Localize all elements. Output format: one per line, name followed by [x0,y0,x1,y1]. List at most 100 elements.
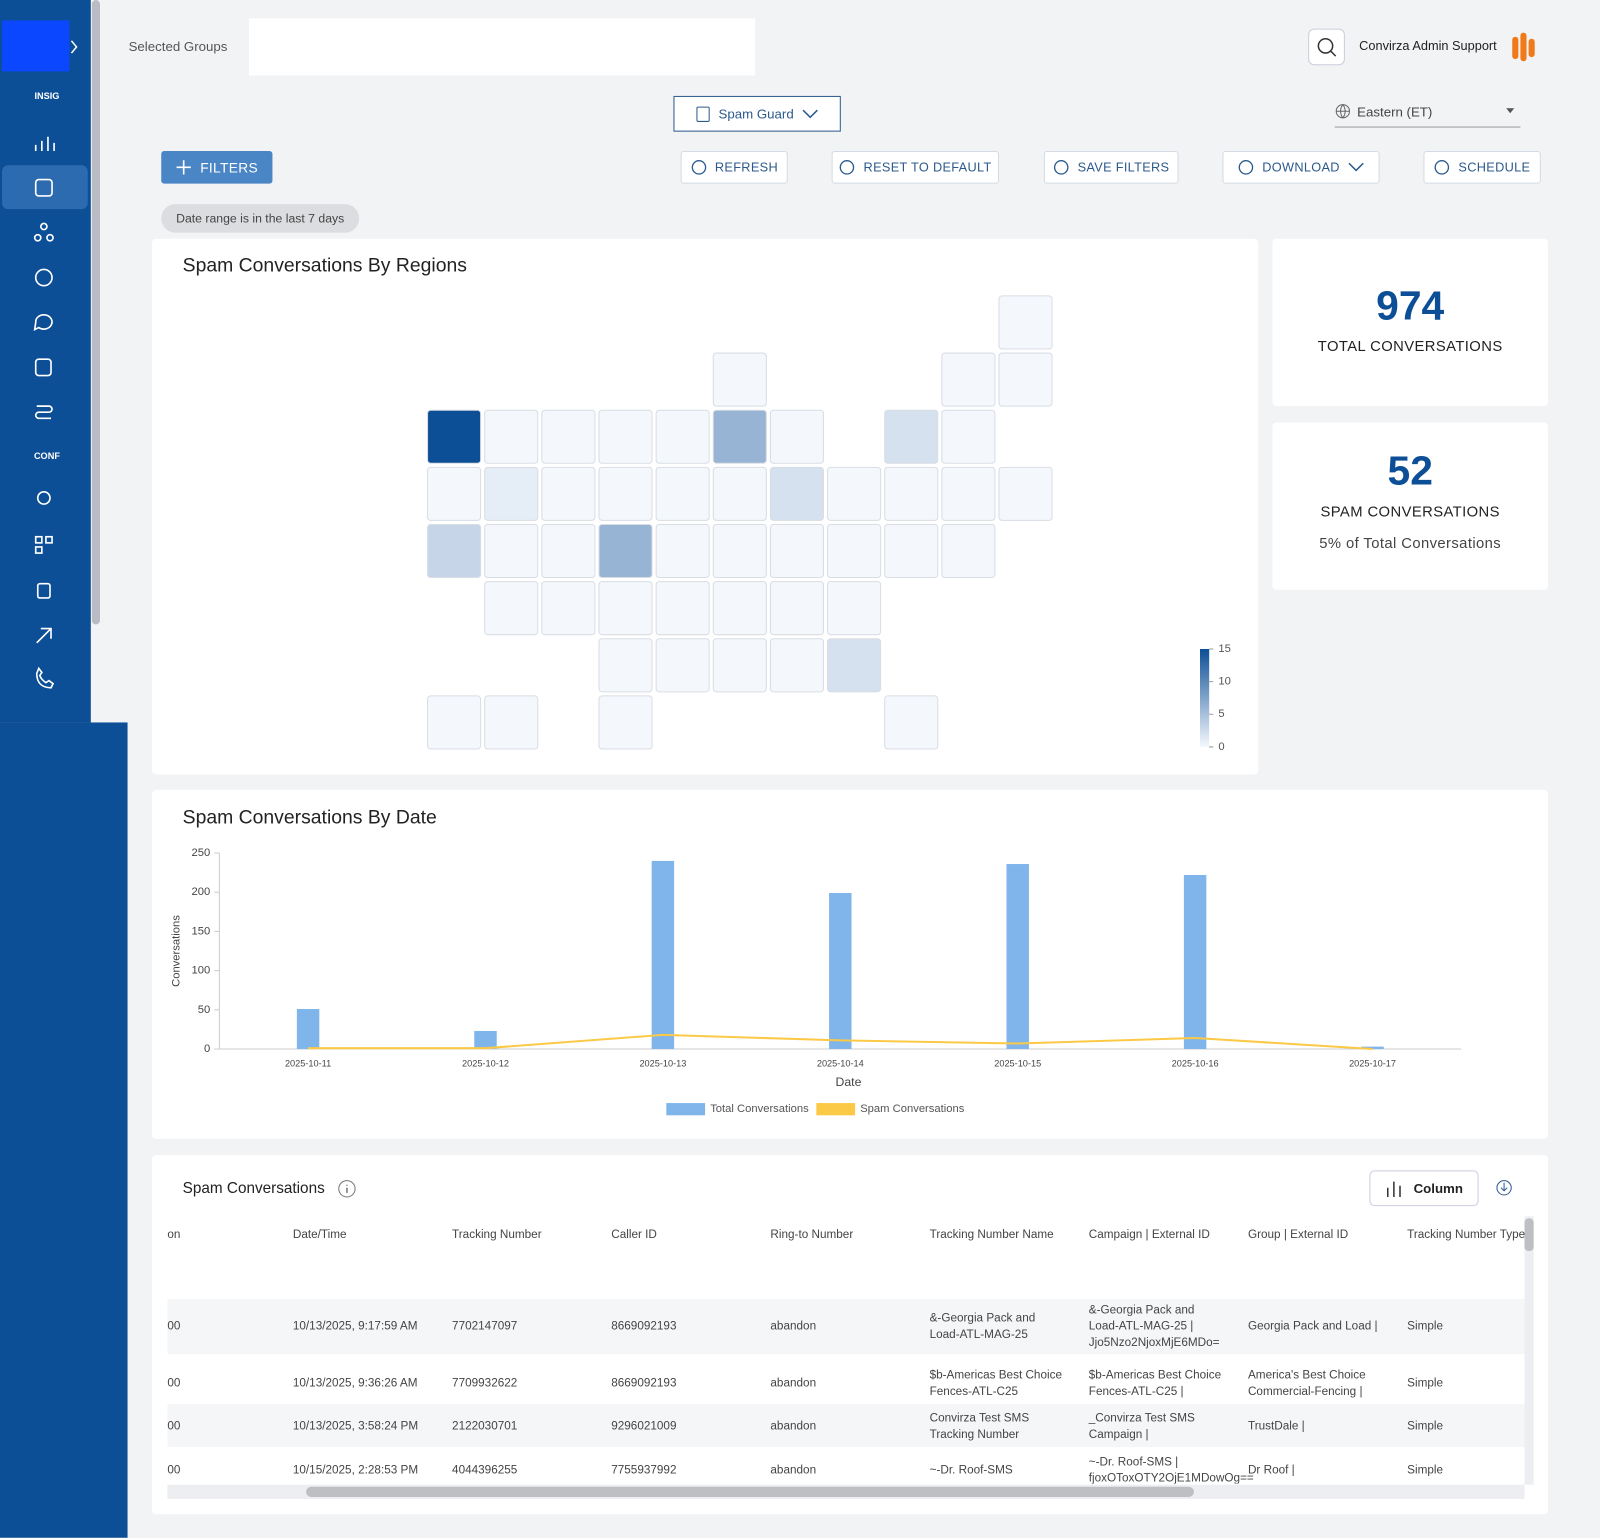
y-tick-label: 200 [191,886,210,898]
column-header[interactable]: Campaign | External ID [1088,1228,1210,1241]
scrollbar [91,0,101,625]
column-header[interactable]: Tracking Number [452,1228,542,1241]
icon[interactable] [34,178,53,197]
region [941,352,996,407]
column-button[interactable]: Column [1369,1170,1479,1207]
region [655,638,710,693]
legend-swatch [816,1103,856,1116]
toolbar-button[interactable]: RESET TO DEFAULT [831,151,999,184]
table-cell: abandon [770,1464,817,1477]
icon[interactable] [34,358,52,377]
toolbar-button[interactable]: SCHEDULE [1423,151,1541,184]
filter-chip[interactable]: Date range is in the last 7 days [161,204,360,233]
download-icon[interactable] [1495,1179,1513,1197]
region [598,638,653,693]
table-cell: 7709932622 [452,1377,518,1390]
table-cell: &-Georgia Pack and Load-ATL-MAG-25 | Jjo… [1088,1304,1220,1349]
table-cell: 2122030701 [452,1420,518,1433]
active-item[interactable] [2,165,88,210]
column-header[interactable]: Ring-to Number [770,1228,854,1241]
y-tick-label: 0 [204,1043,210,1055]
column-header[interactable]: Tracking Number Name [929,1228,1054,1241]
region [427,409,482,464]
region [598,523,653,579]
sidebar-icons: INSIG CONF [2,40,88,689]
label: Selected Groups [128,38,228,55]
region [541,409,596,464]
h-scrollbar[interactable] [167,1484,1525,1499]
column-header[interactable]: on [167,1228,181,1241]
region [484,466,539,521]
kpi-value: 52 [1387,448,1433,494]
icon[interactable] [33,314,53,332]
region [712,352,767,407]
table-card: Spam Conversations Column on Date/Time Tra… [152,1155,1548,1515]
toolbar-button[interactable]: DOWNLOAD [1222,151,1380,184]
column-header[interactable]: Tracking Number Type [1407,1228,1525,1241]
table-cell: 10/13/2025, 9:36:26 AM [292,1377,418,1390]
scroll-thumb[interactable] [1524,1218,1534,1252]
y-tick-label: 150 [191,925,210,937]
user-name[interactable]: Convirza Admin Support [1359,38,1497,54]
timezone-select[interactable]: Eastern (ET) [1334,96,1521,128]
icon[interactable] [36,491,51,505]
y-axis-label: Conversations [170,915,182,987]
icon[interactable] [34,405,53,420]
bar [474,1030,497,1049]
region [655,466,710,521]
expand-icon[interactable] [70,40,78,54]
info-icon[interactable] [337,1179,357,1199]
region [712,638,767,693]
table-cell: 8669092193 [611,1320,677,1333]
section-label: INSIG [34,91,59,101]
button-icon [691,160,706,175]
bar [1006,864,1029,1049]
region [884,523,939,579]
kpi-card: 974 TOTAL CONVERSATIONS [1272,238,1548,407]
button-icon [839,160,855,175]
region [712,466,767,521]
table-cell: Simple [1407,1464,1444,1477]
icon[interactable] [34,268,53,287]
table-cell: Simple [1407,1320,1444,1333]
column-header[interactable]: Group | External ID [1247,1228,1349,1241]
group-select[interactable] [248,18,756,76]
table-cell: 00 [167,1420,181,1433]
column-icon [1387,1181,1402,1197]
search-button[interactable] [1308,28,1345,66]
x-tick-label: 2025-10-17 [1349,1059,1396,1069]
region [941,466,996,521]
button-label: SAVE FILTERS [1077,160,1170,175]
logo-box[interactable] [2,20,70,72]
column-header[interactable]: Caller ID [611,1228,657,1241]
region [655,523,710,579]
bar [651,860,675,1049]
table-cell: 4044396255 [452,1464,518,1477]
icon[interactable] [36,627,52,644]
toolbar-button[interactable]: SAVE FILTERS [1043,151,1179,184]
icon[interactable] [36,582,51,599]
toolbar-button[interactable]: REFRESH [680,151,788,184]
region [712,409,767,464]
toolbar-button[interactable]: FILTERS [161,151,273,184]
v-scrollbar[interactable] [1524,1216,1534,1485]
table-cell: ~-Dr. Roof-SMS | fjoxOToxOTY2OjE1MDowOg=… [1088,1456,1254,1484]
line [308,1033,1373,1050]
region [827,466,882,521]
table-cell: 00 [167,1377,181,1390]
legend-swatch [666,1103,706,1116]
table-cell: 7755937992 [611,1464,677,1477]
icon[interactable] [34,136,55,152]
column-header[interactable]: Date/Time [292,1228,347,1241]
report-select[interactable]: Spam Guard [673,95,841,132]
kpi-label: TOTAL CONVERSATIONS [1317,338,1503,356]
region [427,523,482,579]
region [769,466,824,521]
table-cell: 10/13/2025, 9:17:59 AM [292,1320,418,1333]
button-icon [1053,160,1069,175]
scroll-thumb[interactable] [306,1486,1194,1497]
region [712,581,767,636]
doc-icon [696,106,710,122]
icon[interactable] [35,666,55,689]
